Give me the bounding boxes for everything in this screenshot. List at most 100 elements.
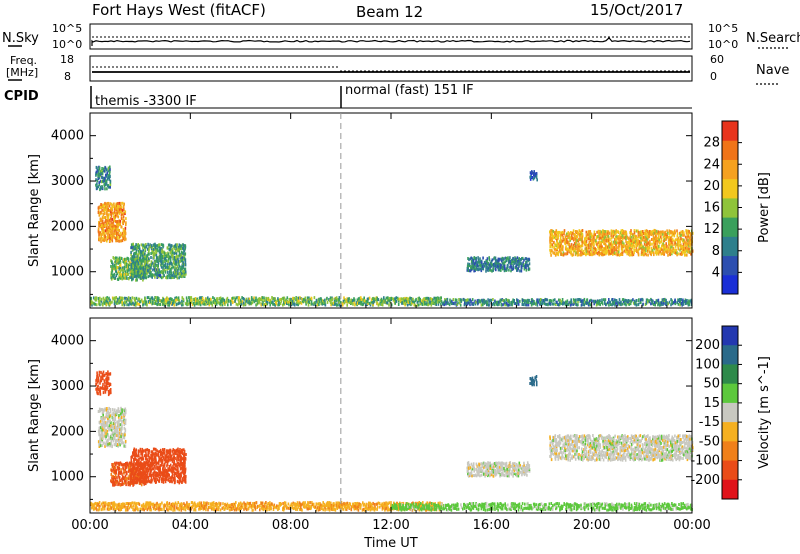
range-gate-cell — [567, 240, 570, 244]
range-gate-cell — [181, 274, 184, 278]
range-gate-cell — [599, 229, 601, 233]
range-gate-cell — [515, 262, 517, 266]
range-gate-cell — [616, 249, 618, 253]
range-gate-cell — [146, 508, 149, 512]
range-gate-cell — [171, 274, 174, 278]
range-gate-cell — [177, 501, 179, 505]
range-gate-cell — [606, 230, 608, 234]
range-gate-cell — [129, 301, 131, 305]
range-gate-cell — [124, 262, 126, 266]
range-gate-cell — [479, 267, 481, 271]
range-gate-cell — [295, 502, 298, 506]
range-gate-cell — [578, 246, 580, 250]
range-gate-cell — [338, 301, 340, 304]
range-gate-cell — [615, 231, 617, 235]
range-gate-cell — [621, 237, 624, 241]
range-gate-cell — [637, 239, 639, 243]
range-gate-cell — [683, 239, 686, 243]
range-gate-cell — [175, 255, 177, 259]
range-gate-cell — [365, 504, 367, 508]
range-gate-cell — [221, 303, 224, 307]
range-gate-cell — [154, 272, 156, 276]
range-gate-cell — [637, 253, 640, 257]
range-gate-cell — [386, 301, 389, 305]
range-gate-cell — [127, 257, 130, 261]
range-gate-cell — [680, 301, 683, 305]
range-gate-cell — [517, 302, 520, 306]
range-gate-cell — [570, 250, 573, 254]
range-gate-cell — [362, 503, 365, 507]
range-gate-cell — [115, 202, 117, 206]
range-gate-cell — [681, 250, 684, 254]
range-gate-cell — [482, 303, 484, 307]
range-gate-cell — [125, 257, 127, 261]
range-gate-cell — [593, 252, 596, 256]
range-gate-cell — [501, 267, 504, 271]
range-gate-cell — [329, 296, 332, 300]
range-gate-cell — [343, 501, 345, 505]
range-gate-cell — [183, 502, 185, 506]
range-gate-cell — [342, 303, 344, 307]
range-gate-cell — [456, 303, 459, 306]
range-gate-cell — [640, 242, 642, 246]
range-gate-cell — [138, 261, 140, 265]
range-gate-cell — [215, 505, 218, 508]
range-gate-cell — [174, 265, 176, 269]
colorbar-segment — [722, 255, 738, 276]
range-gate-cell — [460, 298, 463, 302]
range-gate-cell — [656, 243, 658, 247]
range-gate-cell — [500, 266, 502, 269]
range-gate-cell — [139, 254, 142, 258]
range-gate-cell — [381, 303, 384, 307]
range-gate-cell — [541, 301, 544, 305]
range-gate-cell — [130, 272, 133, 276]
range-gate-cell — [116, 503, 118, 507]
range-gate-cell — [573, 237, 575, 241]
range-gate-cell — [109, 175, 111, 178]
range-gate-cell — [604, 246, 607, 250]
range-gate-cell — [485, 299, 487, 303]
range-gate-cell — [674, 238, 677, 242]
range-gate-cell — [309, 501, 311, 504]
range-gate-cell — [406, 299, 409, 303]
range-gate-cell — [334, 302, 336, 306]
range-gate-cell — [402, 297, 405, 301]
range-gate-cell — [352, 302, 354, 306]
range-gate-cell — [628, 302, 631, 306]
range-gate-cell — [203, 300, 205, 304]
y-tick-label: 4000 — [51, 129, 84, 144]
range-gate-cell — [640, 253, 643, 257]
range-gate-cell — [550, 243, 553, 247]
range-gate-cell — [656, 248, 659, 252]
range-gate-cell — [126, 297, 129, 301]
range-gate-cell — [658, 238, 660, 242]
range-gate-cell — [687, 232, 689, 236]
range-gate-cell — [171, 266, 173, 270]
range-gate-cell — [157, 264, 159, 268]
range-gate-cell — [617, 236, 619, 240]
range-gate-cell — [178, 276, 180, 280]
range-gate-cell — [177, 247, 180, 251]
range-gate-cell — [97, 169, 100, 173]
range-gate-cell — [273, 302, 275, 306]
range-gate-cell — [496, 263, 498, 267]
range-gate-cell — [114, 260, 116, 264]
range-gate-cell — [182, 303, 184, 307]
range-gate-cell — [682, 298, 684, 302]
range-gate-cell — [111, 234, 114, 238]
range-gate-cell — [666, 229, 668, 233]
range-gate-cell — [335, 296, 338, 300]
range-gate-cell — [168, 506, 171, 510]
range-gate-cell — [608, 303, 610, 307]
range-gate-cell — [280, 502, 283, 506]
range-gate-cell — [599, 245, 601, 249]
range-gate-cell — [133, 251, 136, 255]
range-gate-cell — [120, 298, 122, 302]
range-gate-cell — [431, 504, 433, 508]
range-gate-cell — [412, 297, 414, 301]
range-gate-cell — [665, 236, 668, 240]
range-gate-cell — [549, 245, 551, 248]
range-gate-cell — [106, 171, 108, 175]
range-gate-cell — [422, 501, 424, 505]
range-gate-cell — [464, 301, 466, 305]
